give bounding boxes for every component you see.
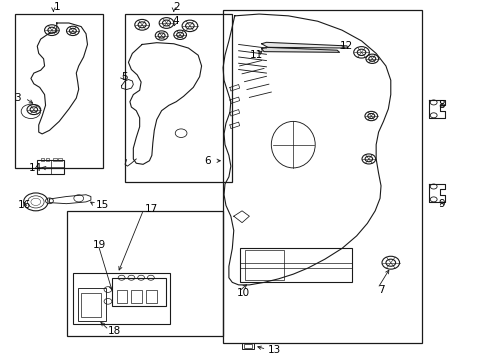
Bar [245,250,283,280]
Text: 5: 5 [122,72,128,82]
Text: 8: 8 [438,100,445,110]
Text: 17: 17 [144,204,158,214]
Bar [244,344,251,348]
Bar [66,211,222,336]
Polygon shape [261,47,339,52]
Bar [242,343,254,349]
Bar [239,248,351,282]
Text: 16: 16 [18,201,31,211]
Text: 2: 2 [173,2,179,12]
Bar [58,158,61,161]
Text: 7: 7 [378,284,385,294]
Text: 3: 3 [14,93,21,103]
Bar [222,10,422,343]
Text: 6: 6 [204,156,211,166]
Polygon shape [261,42,347,48]
Bar [131,289,142,303]
Text: 4: 4 [173,16,179,26]
Bar [81,293,101,317]
Bar [78,288,105,321]
Text: 13: 13 [267,345,281,355]
Bar [73,274,170,324]
Bar [15,14,103,168]
Bar [41,158,44,161]
Text: 11: 11 [249,50,262,60]
Text: 9: 9 [438,199,445,209]
Bar [45,158,49,161]
Bar [117,289,127,303]
Bar [125,14,232,182]
Text: 10: 10 [236,288,249,298]
Text: 15: 15 [96,201,109,211]
Bar [112,278,166,306]
Text: 18: 18 [108,326,121,336]
Text: 1: 1 [53,2,60,12]
Bar [53,158,57,161]
Text: 12: 12 [339,41,352,51]
Text: 19: 19 [92,240,105,250]
Bar [146,289,157,303]
Text: 14: 14 [29,163,42,173]
Bar [37,160,64,174]
